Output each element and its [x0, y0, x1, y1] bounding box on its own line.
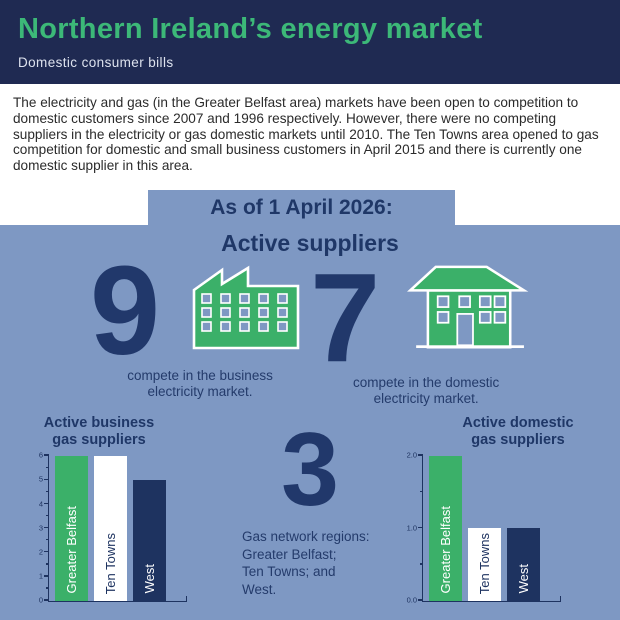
y-tick-label: 0.0: [406, 595, 417, 605]
header: Northern Ireland’s energy market Domesti…: [0, 0, 620, 84]
section-title: Active suppliers: [221, 230, 399, 256]
domestic-gas-chart-title: Active domestic gas suppliers: [462, 415, 574, 449]
y-major-tick: [418, 454, 423, 456]
domestic-stat-caption: compete in the domestic electricity mark…: [352, 375, 500, 407]
business-suppliers-count: 9: [90, 240, 161, 381]
domestic-gas-plot: 0.0 1.0 2.0 Greater Belfast Ten Towns West: [407, 452, 561, 604]
bottom-row: Active business gas suppliers 0 1 2 3 4 5 6 Gre…: [0, 403, 620, 620]
page-title: Northern Ireland’s energy market: [18, 13, 483, 45]
domestic-stat-figure: 7: [310, 255, 542, 381]
y-tick-label: 6: [38, 450, 43, 460]
y-minor-tick: [46, 514, 49, 517]
y-minor-tick: [46, 490, 49, 493]
y-tick-label: 3: [38, 523, 43, 533]
y-tick-label: 1.0: [406, 523, 417, 533]
business-stat-caption: compete in the business electricity mark…: [127, 367, 273, 399]
date-banner-label: As of 1 April 2026:: [210, 196, 393, 219]
y-major-tick: [418, 599, 423, 601]
factory-icon: [182, 264, 310, 352]
bar-west: West: [133, 479, 166, 601]
bar-label: Greater Belfast: [64, 506, 79, 594]
y-major-tick: [44, 599, 49, 601]
business-stat-figure: 9: [90, 248, 310, 373]
bar-label: Ten Towns: [477, 532, 492, 594]
intro-text: The electricity and gas (in the Greater …: [13, 95, 599, 174]
domestic-electricity-stat: 7 compete: [310, 255, 542, 407]
bar-greater-belfast: Greater Belfast: [55, 455, 88, 601]
bar-greater-belfast: Greater Belfast: [429, 455, 462, 601]
y-minor-tick: [46, 539, 49, 541]
y-minor-tick: [46, 466, 49, 468]
bar-west: West: [507, 528, 540, 601]
y-minor-tick: [46, 587, 49, 589]
bar-label: Ten Towns: [103, 532, 118, 594]
y-major-tick: [44, 454, 49, 456]
gas-regions-caption: Gas network regions: Greater Belfast; Te…: [242, 529, 370, 597]
y-tick-label: 5: [38, 474, 43, 484]
page-subtitle: Domestic consumer bills: [18, 55, 174, 70]
date-banner: As of 1 April 2026:: [148, 190, 455, 226]
y-major-tick: [44, 502, 49, 505]
house-icon: [402, 261, 542, 359]
y-tick-label: 4: [38, 499, 43, 508]
y-major-tick: [418, 526, 423, 529]
bars-group: Greater Belfast Ten Towns West: [49, 455, 187, 601]
gas-regions-count: 3: [281, 412, 339, 528]
business-gas-chart-title: Active business gas suppliers: [43, 415, 155, 449]
y-tick-label: 0: [38, 595, 43, 605]
active-suppliers-section: Active suppliers 9: [0, 225, 620, 620]
y-major-tick: [44, 478, 49, 480]
y-minor-tick: [420, 490, 423, 493]
bar-ten-towns: Ten Towns: [94, 455, 127, 601]
y-tick-label: 1: [38, 571, 43, 581]
y-minor-tick: [420, 563, 423, 565]
y-major-tick: [44, 575, 49, 577]
bar-label: Greater Belfast: [438, 506, 453, 594]
y-tick-label: 2: [38, 547, 43, 557]
business-electricity-stat: 9 compete in the business electricity m: [90, 248, 310, 407]
bar-label: West: [142, 564, 157, 594]
y-minor-tick: [46, 563, 49, 565]
y-tick-label: 2.0: [406, 450, 417, 460]
business-gas-chart: Active business gas suppliers 0 1 2 3 4 5 6 Gre…: [12, 403, 216, 620]
business-gas-plot: 0 1 2 3 4 5 6 Greater Belfast Ten Towns West: [39, 452, 187, 604]
bars-group: Greater Belfast Ten Towns West: [423, 455, 561, 601]
y-major-tick: [44, 526, 49, 529]
bar-label: West: [516, 564, 531, 594]
gas-regions-stat: 3 Gas network regions: Greater Belfast; …: [228, 403, 392, 620]
y-major-tick: [44, 551, 49, 553]
domestic-gas-chart: Active domestic gas suppliers 0.0 1.0 2.0 G…: [404, 403, 608, 620]
stats-row: 9 compete in the business electricity m: [0, 248, 620, 407]
bar-ten-towns: Ten Towns: [468, 528, 501, 601]
domestic-suppliers-count: 7: [310, 247, 381, 389]
